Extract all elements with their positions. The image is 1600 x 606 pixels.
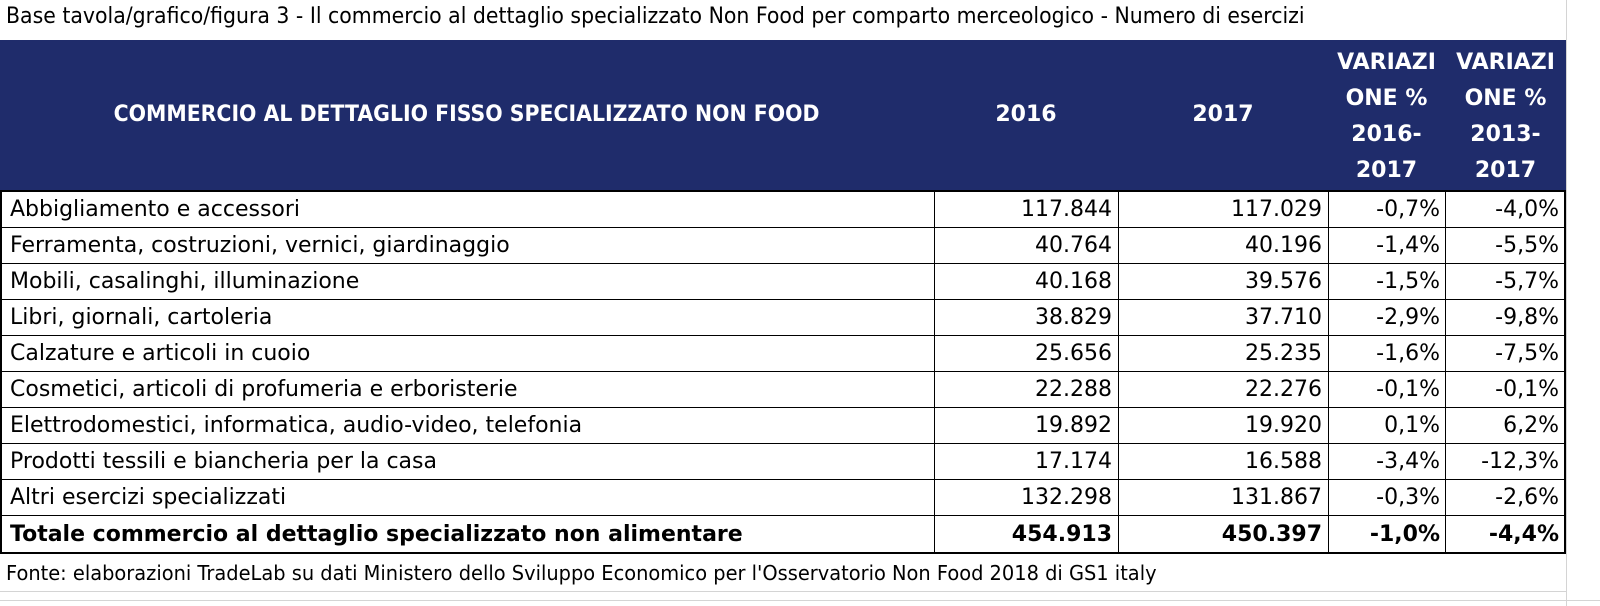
cell-var-2016-2017[interactable]: -1,5% bbox=[1328, 264, 1445, 299]
cell-category[interactable]: Prodotti tessili e biancheria per la cas… bbox=[0, 444, 934, 479]
cell-var-2013-2017[interactable]: -12,3% bbox=[1445, 444, 1566, 479]
gridline bbox=[0, 600, 1600, 601]
header-var1-line: 2016- bbox=[1351, 122, 1422, 147]
cell-2017[interactable]: 22.276 bbox=[1118, 372, 1328, 407]
header-var1-line: ONE % bbox=[1345, 86, 1428, 111]
cell-category[interactable]: Abbigliamento e accessori bbox=[0, 192, 934, 227]
header-variation-2013-2017: VARIAZI ONE % 2013- 2017 bbox=[1445, 40, 1566, 190]
cell-var-2016-2017[interactable]: -1,4% bbox=[1328, 228, 1445, 263]
table-row[interactable]: Mobili, casalinghi, illuminazione 40.168… bbox=[0, 264, 1566, 300]
cell-total-2017[interactable]: 450.397 bbox=[1118, 516, 1328, 552]
header-var1-line: 2017 bbox=[1355, 158, 1418, 183]
table-row[interactable]: Libri, giornali, cartoleria 38.829 37.71… bbox=[0, 300, 1566, 336]
cell-var-2016-2017[interactable]: -1,6% bbox=[1328, 336, 1445, 371]
cell-2017[interactable]: 39.576 bbox=[1118, 264, 1328, 299]
cell-category[interactable]: Ferramenta, costruzioni, vernici, giardi… bbox=[0, 228, 934, 263]
header-2016-text: 2016 bbox=[995, 102, 1057, 127]
header-var2-line: 2017 bbox=[1474, 158, 1537, 183]
cell-category[interactable]: Elettrodomestici, informatica, audio-vid… bbox=[0, 408, 934, 443]
cell-category[interactable]: Mobili, casalinghi, illuminazione bbox=[0, 264, 934, 299]
cell-2017[interactable]: 19.920 bbox=[1118, 408, 1328, 443]
table-body: Abbigliamento e accessori 117.844 117.02… bbox=[0, 190, 1566, 554]
cell-var-2013-2017[interactable]: -5,5% bbox=[1445, 228, 1566, 263]
cell-total-label[interactable]: Totale commercio al dettaglio specializz… bbox=[0, 516, 934, 552]
table-row[interactable]: Cosmetici, articoli di profumeria e erbo… bbox=[0, 372, 1566, 408]
cell-total-var-2013-2017[interactable]: -4,4% bbox=[1445, 516, 1566, 552]
cell-2017[interactable]: 131.867 bbox=[1118, 480, 1328, 515]
cell-var-2016-2017[interactable]: 0,1% bbox=[1328, 408, 1445, 443]
header-2017-text: 2017 bbox=[1192, 102, 1254, 127]
cell-var-2016-2017[interactable]: -2,9% bbox=[1328, 300, 1445, 335]
source-row: Fonte: elaborazioni TradeLab su dati Min… bbox=[0, 557, 1566, 592]
cell-var-2016-2017[interactable]: -0,3% bbox=[1328, 480, 1445, 515]
cell-2016[interactable]: 22.288 bbox=[934, 372, 1118, 407]
cell-var-2013-2017[interactable]: -9,8% bbox=[1445, 300, 1566, 335]
header-2016: 2016 bbox=[934, 40, 1118, 190]
cell-2016[interactable]: 38.829 bbox=[934, 300, 1118, 335]
header-label-text: COMMERCIO AL DETTAGLIO FISSO SPECIALIZZA… bbox=[114, 102, 820, 127]
title-row: Base tavola/grafico/figura 3 - Il commer… bbox=[0, 0, 1566, 41]
cell-2016[interactable]: 40.764 bbox=[934, 228, 1118, 263]
cell-2017[interactable]: 25.235 bbox=[1118, 336, 1328, 371]
header-var2-line: ONE % bbox=[1464, 86, 1547, 111]
cell-category[interactable]: Calzature e articoli in cuoio bbox=[0, 336, 934, 371]
cell-2016[interactable]: 132.298 bbox=[934, 480, 1118, 515]
cell-category[interactable]: Libri, giornali, cartoleria bbox=[0, 300, 934, 335]
cell-var-2016-2017[interactable]: -0,1% bbox=[1328, 372, 1445, 407]
header-label: COMMERCIO AL DETTAGLIO FISSO SPECIALIZZA… bbox=[0, 40, 934, 190]
cell-var-2013-2017[interactable]: -5,7% bbox=[1445, 264, 1566, 299]
cell-var-2016-2017[interactable]: -0,7% bbox=[1328, 192, 1445, 227]
cell-var-2013-2017[interactable]: -2,6% bbox=[1445, 480, 1566, 515]
cell-category[interactable]: Altri esercizi specializzati bbox=[0, 480, 934, 515]
cell-2016[interactable]: 19.892 bbox=[934, 408, 1118, 443]
header-var2-line: VARIAZI bbox=[1456, 50, 1555, 75]
cell-2017[interactable]: 37.710 bbox=[1118, 300, 1328, 335]
cell-2016[interactable]: 117.844 bbox=[934, 192, 1118, 227]
header-var2-line: 2013- bbox=[1470, 122, 1541, 147]
header-variation-2016-2017: VARIAZI ONE % 2016- 2017 bbox=[1328, 40, 1445, 190]
cell-total-2016[interactable]: 454.913 bbox=[934, 516, 1118, 552]
cell-total-var-2016-2017[interactable]: -1,0% bbox=[1328, 516, 1445, 552]
table-row[interactable]: Altri esercizi specializzati 132.298 131… bbox=[0, 480, 1566, 516]
table-row[interactable]: Elettrodomestici, informatica, audio-vid… bbox=[0, 408, 1566, 444]
gridline bbox=[1566, 0, 1567, 606]
header-2017: 2017 bbox=[1118, 40, 1328, 190]
table-row[interactable]: Ferramenta, costruzioni, vernici, giardi… bbox=[0, 228, 1566, 264]
cell-2016[interactable]: 40.168 bbox=[934, 264, 1118, 299]
cell-var-2013-2017[interactable]: -7,5% bbox=[1445, 336, 1566, 371]
cell-var-2016-2017[interactable]: -3,4% bbox=[1328, 444, 1445, 479]
table-row[interactable]: Prodotti tessili e biancheria per la cas… bbox=[0, 444, 1566, 480]
table-row[interactable]: Abbigliamento e accessori 117.844 117.02… bbox=[0, 192, 1566, 228]
header-var1-line: VARIAZI bbox=[1337, 50, 1436, 75]
cell-var-2013-2017[interactable]: -4,0% bbox=[1445, 192, 1566, 227]
table-row[interactable]: Calzature e articoli in cuoio 25.656 25.… bbox=[0, 336, 1566, 372]
cell-2016[interactable]: 25.656 bbox=[934, 336, 1118, 371]
cell-2017[interactable]: 16.588 bbox=[1118, 444, 1328, 479]
total-row[interactable]: Totale commercio al dettaglio specializz… bbox=[0, 516, 1566, 554]
cell-var-2013-2017[interactable]: -0,1% bbox=[1445, 372, 1566, 407]
cell-2017[interactable]: 117.029 bbox=[1118, 192, 1328, 227]
cell-2016[interactable]: 17.174 bbox=[934, 444, 1118, 479]
table-title: Base tavola/grafico/figura 3 - Il commer… bbox=[6, 4, 1305, 29]
cell-category[interactable]: Cosmetici, articoli di profumeria e erbo… bbox=[0, 372, 934, 407]
cell-var-2013-2017[interactable]: 6,2% bbox=[1445, 408, 1566, 443]
source-note: Fonte: elaborazioni TradeLab su dati Min… bbox=[6, 561, 1157, 585]
cell-2017[interactable]: 40.196 bbox=[1118, 228, 1328, 263]
